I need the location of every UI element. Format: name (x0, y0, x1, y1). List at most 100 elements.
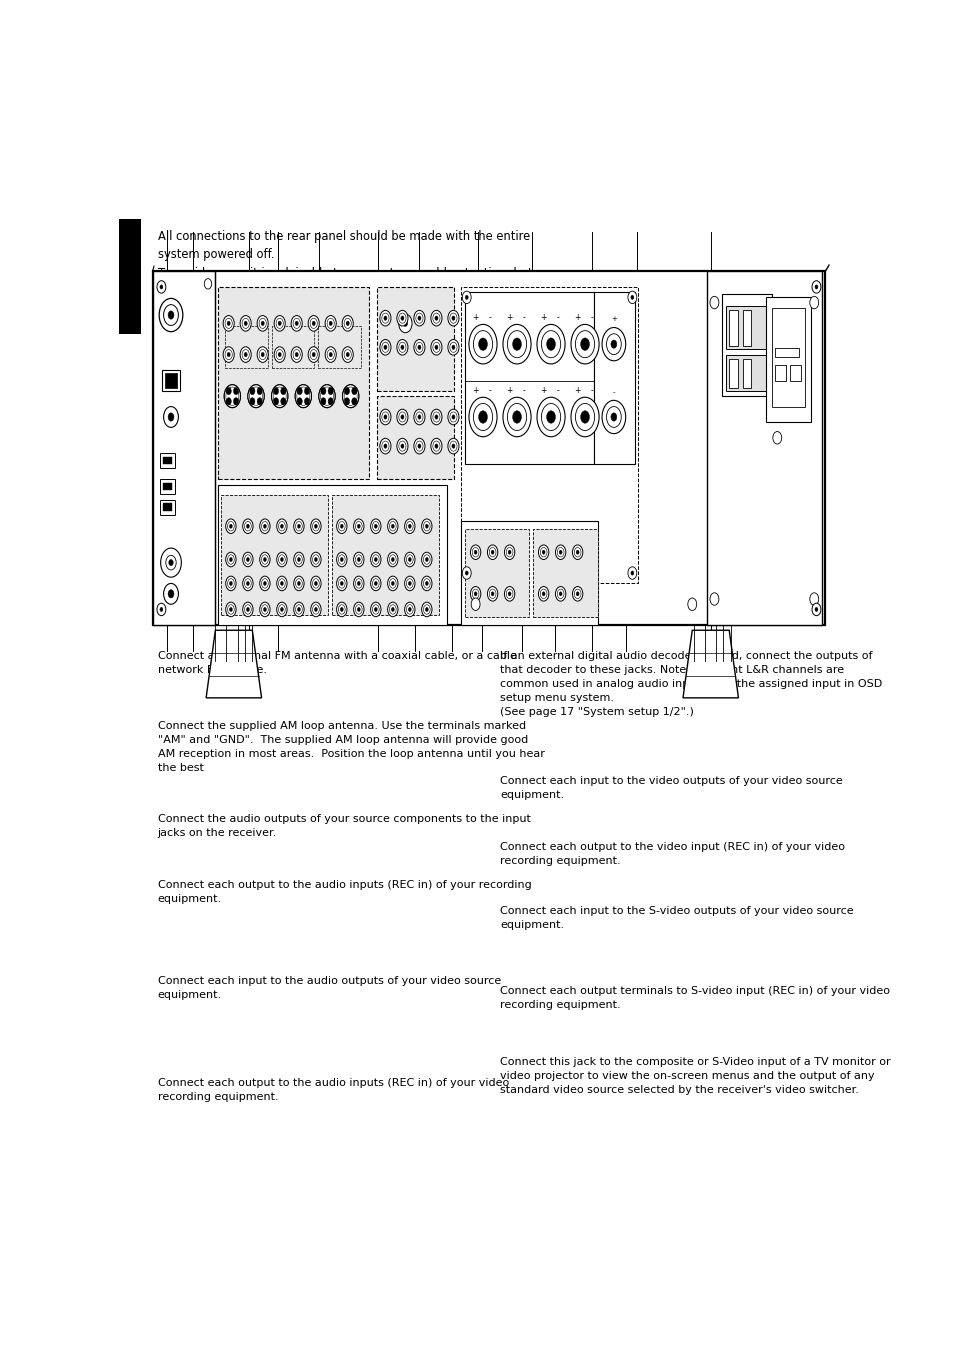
Circle shape (387, 519, 397, 534)
Circle shape (248, 385, 264, 408)
Circle shape (354, 519, 364, 534)
Circle shape (164, 304, 178, 326)
Circle shape (338, 555, 345, 565)
Circle shape (227, 521, 234, 531)
Circle shape (313, 605, 319, 615)
Circle shape (344, 388, 349, 394)
Circle shape (297, 524, 300, 528)
Circle shape (370, 553, 380, 567)
Circle shape (344, 388, 349, 394)
Circle shape (557, 589, 563, 598)
Circle shape (256, 388, 262, 394)
Circle shape (344, 386, 356, 405)
Circle shape (433, 412, 439, 422)
Circle shape (425, 608, 428, 612)
Circle shape (280, 608, 283, 612)
Circle shape (811, 603, 820, 616)
Circle shape (372, 605, 378, 615)
Circle shape (357, 581, 360, 585)
Circle shape (417, 444, 420, 449)
Circle shape (291, 347, 302, 362)
Circle shape (240, 347, 251, 362)
Text: Connect each output to the audio inputs (REC in) of your recording
equipment.: Connect each output to the audio inputs … (157, 880, 531, 904)
Circle shape (450, 412, 456, 422)
Circle shape (421, 576, 432, 590)
Circle shape (294, 385, 311, 408)
Circle shape (342, 385, 358, 408)
Circle shape (304, 388, 310, 394)
Circle shape (423, 521, 430, 531)
Circle shape (374, 524, 376, 528)
Circle shape (320, 397, 326, 405)
Circle shape (311, 519, 321, 534)
Circle shape (447, 339, 458, 355)
Circle shape (226, 576, 235, 590)
Circle shape (344, 319, 351, 328)
Circle shape (242, 576, 253, 590)
Circle shape (355, 555, 362, 565)
Circle shape (558, 550, 561, 554)
Circle shape (280, 388, 286, 394)
Circle shape (433, 313, 439, 323)
Text: Connect this jack to the composite or S-Video input of a TV monitor or
video pro: Connect this jack to the composite or S-… (499, 1056, 890, 1094)
Circle shape (295, 578, 302, 588)
Circle shape (340, 581, 343, 585)
Circle shape (404, 576, 415, 590)
Circle shape (809, 296, 818, 309)
Circle shape (261, 555, 268, 565)
Circle shape (357, 608, 360, 612)
Circle shape (296, 397, 302, 405)
Circle shape (340, 608, 343, 612)
Circle shape (278, 605, 285, 615)
Circle shape (275, 319, 283, 328)
Circle shape (423, 578, 430, 588)
Circle shape (296, 386, 310, 405)
Circle shape (414, 311, 424, 326)
Circle shape (450, 342, 456, 353)
Circle shape (372, 578, 378, 588)
Text: -: - (557, 313, 559, 323)
Bar (381, 303, 415, 365)
Bar (160, 454, 174, 467)
Bar (741, 359, 751, 388)
Circle shape (244, 322, 247, 326)
Circle shape (404, 519, 415, 534)
Circle shape (164, 584, 178, 604)
Circle shape (344, 350, 351, 359)
Circle shape (489, 589, 496, 598)
Bar (721, 295, 771, 396)
Circle shape (507, 404, 526, 431)
Circle shape (280, 581, 283, 585)
Circle shape (478, 411, 487, 423)
Circle shape (416, 342, 422, 353)
Circle shape (256, 397, 262, 405)
Circle shape (508, 550, 511, 554)
Circle shape (391, 608, 394, 612)
Circle shape (297, 558, 300, 562)
Circle shape (328, 397, 333, 405)
Circle shape (374, 558, 376, 562)
Circle shape (487, 586, 497, 601)
Circle shape (344, 397, 349, 405)
Text: -: - (591, 386, 593, 394)
Circle shape (325, 316, 335, 331)
Circle shape (404, 603, 415, 616)
Circle shape (537, 586, 548, 601)
Text: -: - (591, 313, 593, 323)
Circle shape (226, 553, 235, 567)
Circle shape (352, 388, 356, 394)
Circle shape (261, 605, 268, 615)
Circle shape (257, 347, 268, 362)
Circle shape (416, 412, 422, 422)
Circle shape (372, 555, 378, 565)
Circle shape (168, 589, 173, 598)
Circle shape (263, 524, 266, 528)
Circle shape (168, 413, 173, 422)
Text: +: + (540, 313, 546, 323)
Circle shape (814, 608, 817, 612)
Circle shape (450, 440, 456, 451)
Circle shape (469, 397, 497, 436)
Circle shape (263, 558, 266, 562)
Bar (464, 530, 528, 616)
Circle shape (329, 353, 332, 357)
